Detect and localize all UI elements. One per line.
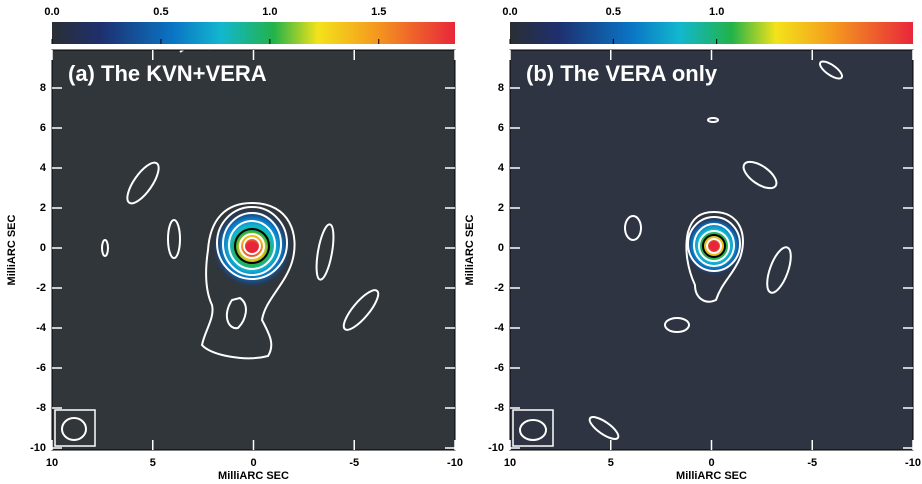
y-tick-label: 2 [498,202,504,214]
y-tick-label: -10 [30,442,46,454]
panel-b-image [510,50,913,450]
x-tick-label: 0 [708,457,714,469]
colorbar-tick-label: 0.0 [44,6,59,18]
panel-a-image [52,45,455,450]
y-axis-label: MilliARC SEC [6,215,18,286]
y-tick-label: 2 [40,202,46,214]
colorbar-tick-label: 1.0 [262,6,277,18]
x-tick-label: -5 [807,457,817,469]
y-tick-label: 0 [40,242,46,254]
colorbar [510,22,913,44]
y-tick-label: 4 [498,162,505,174]
colorbar-tick-label: 0.5 [606,6,621,18]
x-axis-label: MilliARC SEC [218,470,289,482]
x-tick-label: 0 [250,457,256,469]
y-tick-label: 6 [40,122,46,134]
x-tick-label: 10 [46,457,58,469]
colorbar [52,22,455,44]
colorbar-tick-label: 0.0 [502,6,517,18]
x-tick-label: -10 [905,457,921,469]
x-tick-label: 10 [504,457,516,469]
y-tick-label: 8 [498,82,504,94]
panel-title: (a) The KVN+VERA [68,61,267,86]
x-tick-label: 5 [150,457,156,469]
x-tick-label: -5 [349,457,359,469]
y-tick-label: -6 [36,362,46,374]
y-tick-label: -4 [494,322,505,334]
y-tick-label: -10 [488,442,504,454]
colorbar-tick-label: 1.5 [371,6,386,18]
y-tick-label: -2 [36,282,46,294]
y-tick-label: -4 [36,322,47,334]
x-axis-label: MilliARC SEC [676,470,747,482]
colorbar-tick-label: 0.5 [153,6,168,18]
y-tick-label: 4 [40,162,47,174]
y-tick-label: -6 [494,362,504,374]
y-tick-label: 6 [498,122,504,134]
y-tick-label: 0 [498,242,504,254]
y-axis-label: MilliARC SEC [464,215,476,286]
y-tick-label: -2 [494,282,504,294]
y-tick-label: -8 [36,402,46,414]
x-tick-label: -10 [447,457,463,469]
x-tick-label: 5 [608,457,614,469]
colorbar-tick-label: 1.0 [709,6,724,18]
panel-title: (b) The VERA only [526,61,718,86]
y-tick-label: -8 [494,402,504,414]
y-tick-label: 8 [40,82,46,94]
